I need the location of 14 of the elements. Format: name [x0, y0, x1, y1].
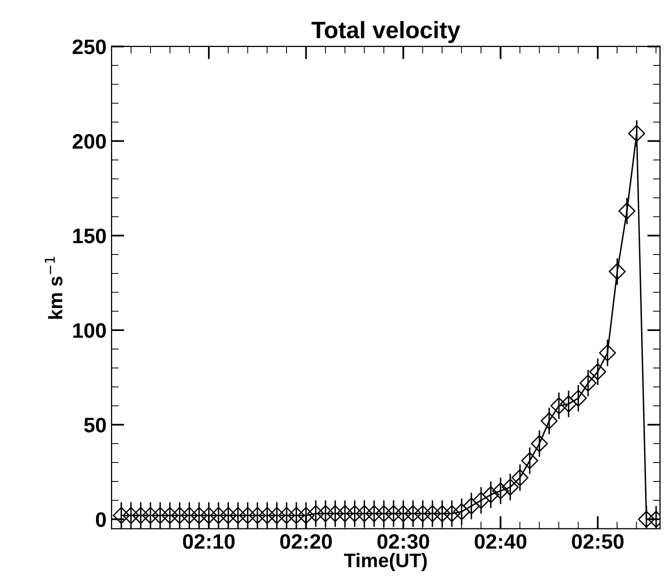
y-tick-label: 50: [84, 418, 106, 432]
x-axis-title: Time(UT): [344, 552, 427, 572]
y-tick-label: 250: [72, 39, 106, 54]
x-tick-label: 02:40: [474, 534, 526, 549]
y-tick-label: 100: [73, 323, 106, 338]
x-tick-label: 02:20: [280, 534, 332, 549]
x-tick-label: 02:30: [377, 534, 430, 549]
y-tick-label: 0: [96, 512, 106, 528]
y-tick-label: 150: [73, 228, 106, 244]
x-tick-label: 02:50: [572, 534, 624, 549]
chart-title: Total velocity: [311, 21, 460, 44]
y-tick-label: 200: [72, 134, 106, 149]
x-tick-label: 02:10: [183, 534, 235, 549]
y-axis-title: km s$^{−1}$: [44, 256, 62, 319]
